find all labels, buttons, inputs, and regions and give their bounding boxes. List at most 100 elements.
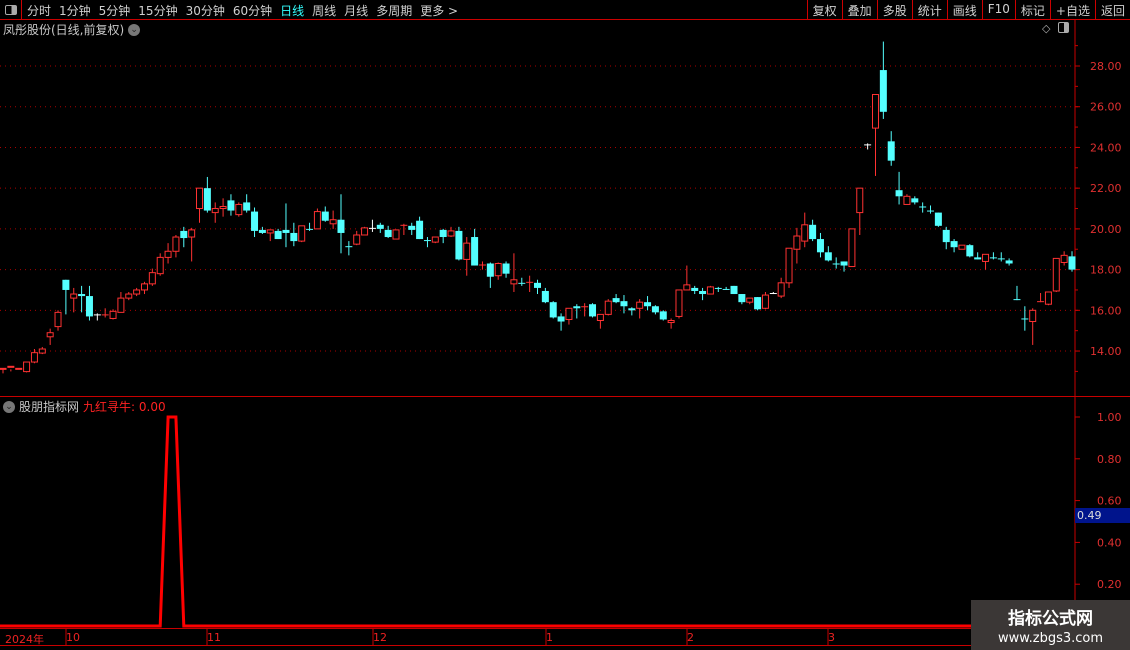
candle-body-down	[85, 296, 93, 317]
candle-body-up	[313, 211, 321, 230]
toolbar-button[interactable]: +自选	[1049, 0, 1095, 20]
candle-body-up	[1052, 257, 1060, 292]
sidebar-toggle-button[interactable]	[0, 0, 22, 20]
candle-body-down	[384, 229, 392, 238]
y-tick-label: 28.00	[1090, 60, 1122, 73]
tab-period[interactable]: 30分钟	[185, 4, 225, 18]
candle-body-up	[675, 289, 683, 317]
toolbar-button[interactable]: 画线	[946, 0, 982, 20]
indicator-y-tick-label: 1.00	[1097, 411, 1122, 424]
candle-body-down	[911, 198, 919, 203]
candle-body-down	[1005, 260, 1013, 264]
candle-body-up	[565, 307, 573, 320]
diamond-icon[interactable]: ◇	[1042, 22, 1051, 35]
tab-period[interactable]: 多周期	[376, 4, 413, 18]
candle-body-down	[809, 224, 817, 240]
candle-body-down	[306, 228, 314, 230]
candle-body-up	[125, 293, 133, 299]
candle-body-up	[7, 365, 15, 368]
indicator-line	[0, 415, 1072, 628]
y-tick-label: 24.00	[1090, 141, 1122, 154]
toolbar-button[interactable]: 标记	[1014, 0, 1050, 20]
candle-body-up	[494, 262, 502, 277]
candle-body-up	[140, 283, 148, 291]
candle-body-up	[683, 284, 691, 291]
toolbar-button[interactable]: 叠加	[841, 0, 877, 20]
candle-body-up	[793, 235, 801, 250]
chevron-down-icon[interactable]: ⌄	[128, 23, 141, 36]
toolbar-button[interactable]: 多股	[876, 0, 912, 20]
candle-body-up	[447, 230, 455, 237]
toolbar-button[interactable]: 返回	[1094, 0, 1130, 20]
candle-body-up	[219, 205, 227, 210]
candle-body-down	[950, 241, 958, 248]
candle-body-up	[848, 228, 856, 268]
tab-period[interactable]: 更多 >	[420, 4, 459, 18]
candle-body-up	[0, 367, 7, 370]
watermark: 指标公式网 www.zbgs3.com	[971, 600, 1130, 650]
candle-body-down	[274, 230, 282, 240]
candle-body-up	[596, 313, 604, 321]
tab-period[interactable]: 日线	[280, 4, 305, 18]
candle-body-down	[1068, 256, 1076, 270]
candle-body-up	[46, 332, 54, 338]
candle-body-down	[769, 293, 777, 295]
tab-period[interactable]: 分时	[27, 4, 52, 18]
candle-body-down	[526, 281, 534, 283]
candle-body-down	[738, 294, 746, 303]
candle-body-up	[746, 297, 754, 303]
candle-body-down	[879, 70, 887, 112]
tab-period[interactable]: 5分钟	[98, 4, 131, 18]
tab-period[interactable]: 15分钟	[138, 4, 178, 18]
candle-body-down	[620, 301, 628, 307]
toolbar-button[interactable]: 复权	[806, 0, 842, 20]
candle-body-up	[463, 242, 471, 260]
candle-body-down	[557, 316, 565, 322]
candle-body-up	[211, 208, 219, 214]
candle-body-down	[1021, 318, 1029, 320]
candle-body-up	[164, 250, 172, 258]
tab-period[interactable]: 60分钟	[232, 4, 273, 18]
indicator-y-tick-label: 0.40	[1097, 536, 1122, 549]
candle-body-down	[651, 306, 659, 313]
toolbar-buttons: 复权 叠加 多股 统计 画线 F10 标记 +自选 返回	[806, 0, 1130, 20]
candle-body-down	[534, 282, 541, 288]
tab-period[interactable]: 周线	[312, 4, 337, 18]
candle-body-down	[376, 224, 384, 229]
tab-period[interactable]: 1分钟	[59, 4, 91, 18]
candle-body-up	[431, 236, 439, 243]
candle-body-up	[636, 301, 644, 309]
candle-body-up	[667, 320, 675, 324]
candle-body-down	[997, 258, 1005, 260]
indicator-name: 股朋指标网	[19, 400, 80, 414]
candle-body-down	[659, 311, 667, 320]
candle-body-down	[400, 224, 408, 226]
candle-body-up	[1029, 309, 1037, 323]
panel-icon[interactable]	[1058, 22, 1070, 33]
candle-body-down	[1013, 299, 1021, 301]
candle-body-down	[368, 227, 376, 229]
candle-body-up	[785, 247, 793, 284]
candle-body-up	[392, 229, 400, 240]
tab-period[interactable]: 月线	[344, 4, 369, 18]
candle-body-down	[895, 190, 903, 197]
chevron-down-icon[interactable]: ⌄	[3, 400, 15, 413]
stock-title: 凤彤股份(日线,前复权)	[3, 23, 125, 37]
toolbar-button[interactable]: 统计	[911, 0, 947, 20]
candle-body-up	[133, 289, 141, 295]
candle-body-up	[777, 282, 785, 297]
toolbar-button[interactable]: F10	[981, 0, 1015, 20]
candle-body-up	[329, 219, 337, 225]
candle-body-up	[38, 348, 46, 354]
time-axis-label: 3	[828, 631, 835, 644]
candle-body-down	[345, 246, 353, 248]
time-axis-label: 10	[66, 631, 80, 644]
candle-body-up	[298, 225, 306, 242]
candle-body-up	[706, 286, 714, 295]
candle-body-down	[337, 219, 345, 233]
candle-body-down	[887, 141, 895, 161]
candle-body-down	[290, 232, 298, 242]
candle-body-down	[816, 239, 824, 253]
candle-body-down	[478, 264, 486, 266]
